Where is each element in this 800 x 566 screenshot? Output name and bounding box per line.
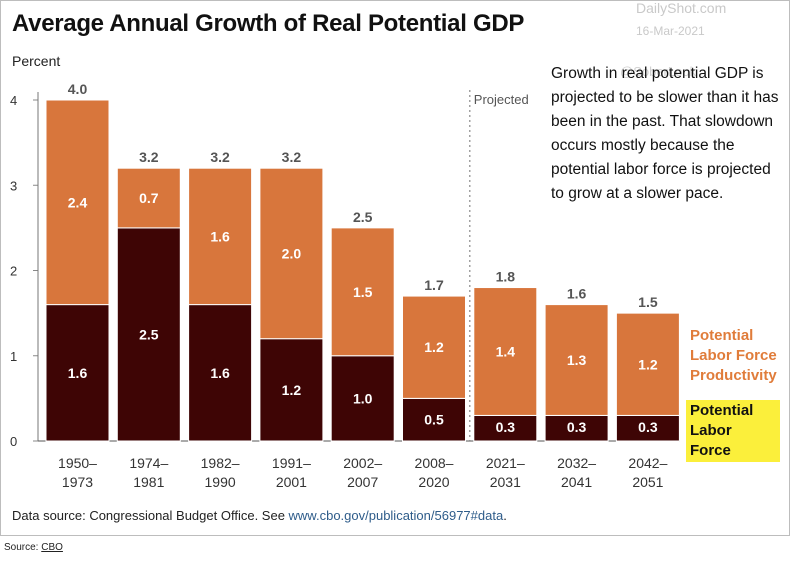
bar-productivity <box>116 167 181 229</box>
x-tick-label: 2002– <box>343 455 382 471</box>
data-label-labor-force: 0.3 <box>638 419 658 435</box>
x-tick-label: 1991– <box>272 455 311 471</box>
chart-annotation: Growth in real potential GDP is projecte… <box>551 65 779 202</box>
y-tick-label: 3 <box>10 178 17 193</box>
data-label-labor-force: 0.5 <box>424 412 444 428</box>
data-source-link[interactable]: www.cbo.gov/publication/56977#data <box>288 508 504 523</box>
bar-labor-force <box>188 304 253 442</box>
page-source-link[interactable]: CBO <box>41 542 63 553</box>
data-label-productivity: 1.2 <box>638 356 658 372</box>
x-tick-label: 1950– <box>58 455 97 471</box>
x-tick-label: 2031 <box>490 474 521 490</box>
bar-productivity <box>615 312 680 416</box>
bar-productivity <box>45 99 110 306</box>
x-tick-label: 1990 <box>205 474 236 490</box>
data-label-total: 3.2 <box>139 149 159 165</box>
data-label-productivity: 1.3 <box>567 352 587 368</box>
data-source-prefix: Data source: Congressional Budget Office… <box>12 508 289 523</box>
y-tick-label: 0 <box>10 434 17 449</box>
x-tick-label: 2020 <box>418 474 449 490</box>
data-label-total: 1.6 <box>567 286 587 302</box>
x-tick-label: 2021– <box>486 455 525 471</box>
data-label-labor-force: 0.3 <box>567 419 587 435</box>
data-label-total: 1.5 <box>638 294 658 310</box>
data-label-total: 1.7 <box>424 277 444 293</box>
y-tick-label: 2 <box>10 264 17 279</box>
x-tick-label: 1973 <box>62 474 93 490</box>
page-source: Source: CBO <box>4 542 63 553</box>
bar-labor-force <box>45 304 110 442</box>
x-tick-label: 1982– <box>201 455 240 471</box>
bar-productivity <box>330 227 395 357</box>
watermark-date: 16-Mar-2021 <box>636 24 705 38</box>
page-source-label: Source: <box>4 542 39 553</box>
bar-productivity <box>473 287 538 416</box>
data-label-productivity: 1.6 <box>210 228 230 244</box>
x-tick-label: 2042– <box>628 455 667 471</box>
x-tick-label: 1981 <box>133 474 164 490</box>
data-label-labor-force: 0.3 <box>496 419 516 435</box>
x-tick-label: 2032– <box>557 455 596 471</box>
data-label-total: 2.5 <box>353 209 373 225</box>
data-source-suffix: . <box>503 508 507 523</box>
y-tick-label: 1 <box>10 349 17 364</box>
legend-productivity: Potential Labor Force Productivity <box>690 327 777 384</box>
bar-labor-force <box>544 414 609 442</box>
data-label-productivity: 1.2 <box>424 339 444 355</box>
x-tick-label: 2041 <box>561 474 592 490</box>
bar-productivity <box>544 304 609 416</box>
legend-labor-force: Potential Labor Force <box>686 400 780 462</box>
bar-labor-force <box>402 397 466 442</box>
data-label-labor-force: 1.6 <box>210 365 230 381</box>
data-label-productivity: 0.7 <box>139 190 159 206</box>
data-label-labor-force: 1.2 <box>282 382 302 398</box>
data-label-productivity: 2.4 <box>68 194 88 210</box>
chart-title: Average Annual Growth of Real Potential … <box>12 10 525 37</box>
data-label-labor-force: 2.5 <box>139 326 159 342</box>
x-tick-label: 2001 <box>276 474 307 490</box>
bar-labor-force <box>259 338 324 442</box>
projected-label: Projected <box>474 92 529 107</box>
data-label-productivity: 2.0 <box>282 245 302 261</box>
x-tick-label: 1974– <box>129 455 168 471</box>
data-label-total: 1.8 <box>496 269 516 285</box>
bar-labor-force <box>615 414 680 442</box>
y-tick-label: 4 <box>10 93 17 108</box>
bar-productivity <box>188 167 253 306</box>
data-label-labor-force: 1.6 <box>68 365 88 381</box>
bar-productivity <box>259 167 324 340</box>
data-label-total: 4.0 <box>68 81 88 97</box>
data-source-line: Data source: Congressional Budget Office… <box>12 508 507 523</box>
data-label-total: 3.2 <box>282 149 302 165</box>
x-tick-label: 2051 <box>632 474 663 490</box>
data-label-productivity: 1.5 <box>353 284 373 300</box>
data-label-productivity: 1.4 <box>496 343 516 359</box>
x-tick-label: 2007 <box>347 474 378 490</box>
bar-labor-force <box>116 227 181 442</box>
data-label-total: 3.2 <box>210 149 230 165</box>
bar-labor-force <box>473 414 538 442</box>
bar-labor-force <box>330 355 395 442</box>
data-label-labor-force: 1.0 <box>353 390 373 406</box>
watermark-handle: @SoberLook <box>620 64 697 79</box>
watermark-site: DailyShot.com <box>636 0 727 16</box>
x-tick-label: 2008– <box>415 455 454 471</box>
y-axis-label: Percent <box>12 53 60 69</box>
bar-productivity <box>402 295 466 399</box>
